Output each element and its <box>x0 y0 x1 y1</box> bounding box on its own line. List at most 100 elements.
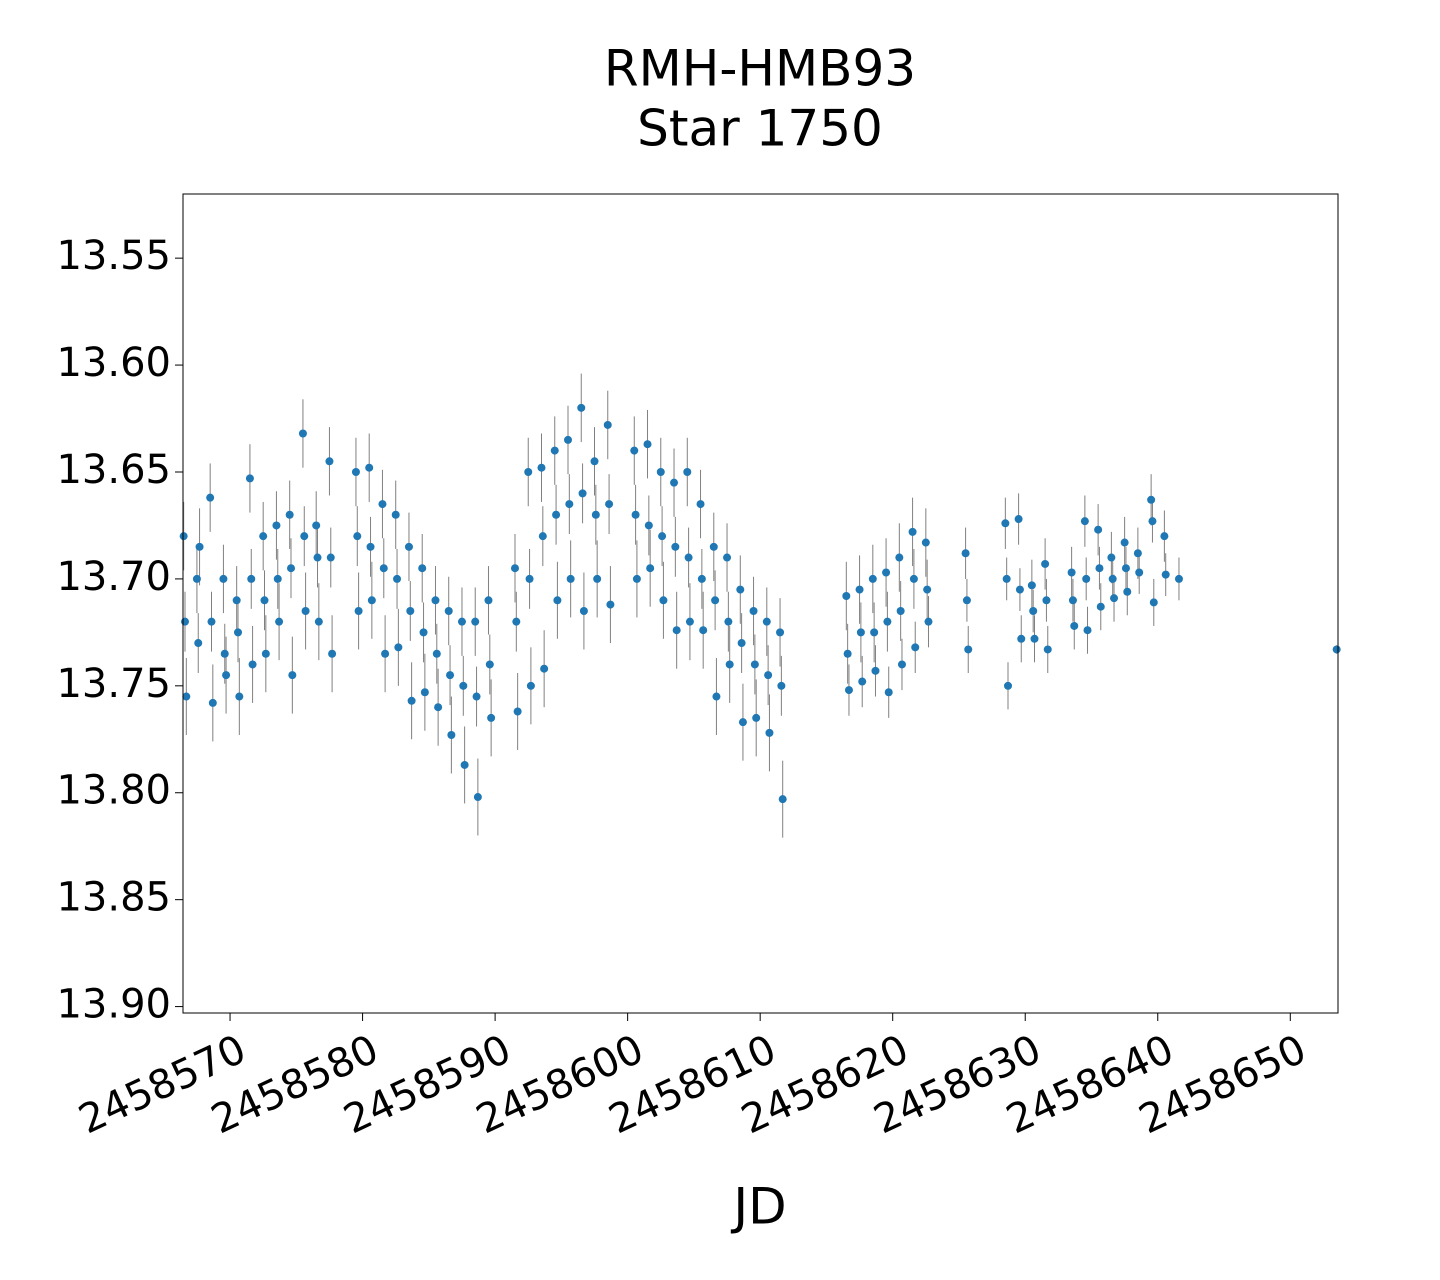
data-point <box>526 681 535 690</box>
data-point <box>777 681 786 690</box>
data-point <box>1070 621 1079 630</box>
chart-subtitle: Star 1750 <box>637 100 883 158</box>
data-point <box>764 671 773 680</box>
data-point <box>1001 519 1010 528</box>
data-point <box>964 645 973 654</box>
data-point <box>354 606 363 615</box>
data-point <box>697 574 706 583</box>
data-point <box>1041 559 1050 568</box>
data-point <box>566 574 575 583</box>
data-point <box>684 553 693 562</box>
data-point <box>699 626 708 635</box>
data-point <box>1042 596 1051 605</box>
data-point <box>394 643 403 652</box>
y-tick-label: 13.80 <box>56 768 171 814</box>
data-point <box>659 596 668 605</box>
data-point <box>378 500 387 509</box>
data-point <box>419 628 428 637</box>
data-point <box>272 521 281 530</box>
data-point <box>630 446 639 455</box>
data-point <box>351 467 360 476</box>
data-point <box>1332 645 1341 654</box>
chart-title: RMH-HMB93 <box>604 40 916 98</box>
plot-frame <box>182 193 1339 1014</box>
data-point <box>1120 538 1129 547</box>
data-point <box>1002 574 1011 583</box>
data-point <box>420 688 429 697</box>
data-point <box>207 617 216 626</box>
data-point <box>1149 598 1158 607</box>
data-point <box>444 606 453 615</box>
data-point <box>298 429 307 438</box>
plot-area <box>179 373 1341 838</box>
data-point <box>206 493 215 502</box>
data-point <box>1161 570 1170 579</box>
data-point <box>921 538 930 547</box>
data-point <box>325 457 334 466</box>
data-point <box>1096 602 1105 611</box>
data-point <box>924 617 933 626</box>
data-point <box>855 585 864 594</box>
data-point <box>313 553 322 562</box>
data-point <box>260 596 269 605</box>
data-point <box>565 500 574 509</box>
data-point <box>696 500 705 509</box>
data-point <box>896 606 905 615</box>
data-point <box>578 489 587 498</box>
data-point <box>962 596 971 605</box>
y-tick-label: 13.55 <box>56 233 171 279</box>
y-tick-label: 13.75 <box>56 661 171 707</box>
data-point <box>723 553 732 562</box>
data-point <box>1094 525 1103 534</box>
data-point <box>247 574 256 583</box>
data-point <box>391 510 400 519</box>
data-point <box>1095 564 1104 573</box>
data-point <box>579 606 588 615</box>
data-point <box>192 574 201 583</box>
data-point <box>407 696 416 705</box>
data-point <box>858 677 867 686</box>
data-point <box>724 617 733 626</box>
data-point <box>1110 594 1119 603</box>
data-point <box>1133 549 1142 558</box>
data-point <box>1043 645 1052 654</box>
data-point <box>365 463 374 472</box>
y-tick-label: 13.90 <box>56 982 171 1028</box>
data-point <box>525 574 534 583</box>
data-point <box>671 542 680 551</box>
data-point <box>738 718 747 727</box>
data-point <box>540 664 549 673</box>
data-point <box>1083 626 1092 635</box>
data-point <box>434 703 443 712</box>
data-point <box>300 532 309 541</box>
data-point <box>1121 564 1130 573</box>
data-point <box>1082 574 1091 583</box>
data-point <box>404 542 413 551</box>
data-point <box>219 574 228 583</box>
data-point <box>182 692 191 701</box>
data-point <box>179 532 188 541</box>
data-point <box>1174 574 1183 583</box>
data-point <box>1135 568 1144 577</box>
data-point <box>564 435 572 444</box>
data-point <box>644 521 653 530</box>
data-point <box>1014 515 1023 524</box>
data-point <box>524 467 533 476</box>
data-point <box>261 649 270 658</box>
data-point <box>446 671 455 680</box>
data-point <box>672 626 681 635</box>
data-point <box>882 568 891 577</box>
data-point <box>842 592 851 601</box>
data-point <box>222 671 231 680</box>
data-point <box>248 660 257 669</box>
data-point <box>234 628 242 637</box>
data-point <box>909 574 918 583</box>
data-point <box>961 549 970 558</box>
data-point <box>844 686 853 695</box>
data-point <box>367 596 376 605</box>
data-point <box>736 585 745 594</box>
data-point <box>275 617 284 626</box>
data-point <box>484 596 493 605</box>
data-point <box>658 532 667 541</box>
